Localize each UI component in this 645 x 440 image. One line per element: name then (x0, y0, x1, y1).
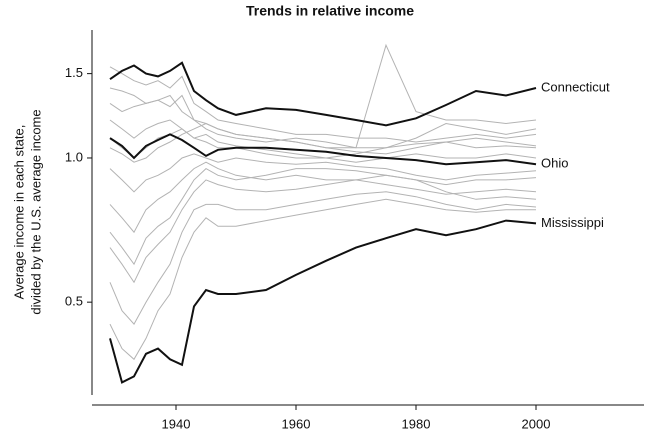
series-line (109, 219, 537, 384)
y-axis-label: Average income in each state, divided by… (11, 109, 43, 314)
x-tick-label: 1960 (282, 416, 311, 431)
y-tick-label: 1.0 (65, 149, 83, 164)
series-line (109, 128, 537, 163)
series-line (109, 133, 537, 166)
series-line (109, 191, 537, 325)
x-tick-label: 1980 (402, 416, 431, 431)
series-line (109, 43, 537, 149)
series-label: Mississippi (541, 215, 604, 230)
x-tick-label: 2000 (522, 416, 551, 431)
series-line (109, 122, 537, 163)
y-tick-label: 1.5 (65, 65, 83, 80)
series-label: Ohio (541, 156, 568, 171)
y-tick-label: 0.5 (65, 294, 83, 309)
series-line (109, 167, 537, 266)
series-line (109, 66, 537, 143)
series-label: Connecticut (541, 79, 610, 94)
y-axis-label-line: divided by the U.S. average income (28, 109, 43, 314)
series-line (109, 153, 537, 193)
series-line (109, 61, 537, 127)
series-line (109, 161, 537, 234)
y-axis-label-line: Average income in each state, (11, 125, 26, 300)
chart-title: Trends in relative income (246, 3, 414, 19)
series-line (109, 174, 537, 284)
series-line (109, 198, 536, 361)
x-tick-label: 1940 (162, 416, 191, 431)
